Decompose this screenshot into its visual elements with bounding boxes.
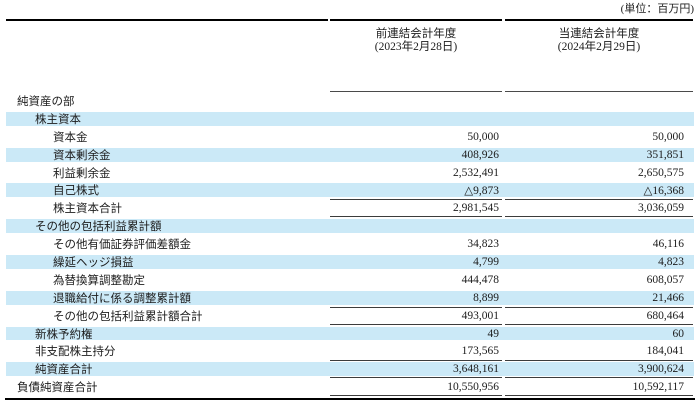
row-value-curr-period: 50,000	[652, 130, 684, 143]
row-label: 繰延ヘッジ損益	[53, 256, 134, 269]
row-label: その他有価証券評価差額金	[53, 239, 191, 252]
row-value-prev-period: 444,478	[461, 273, 499, 286]
table-row: 為替換算調整勘定 444,478 608,057	[6, 271, 694, 289]
table-header: 前連結会計年度 (2023年2月28日) 当連結会計年度 (2024年2月29日…	[6, 19, 694, 92]
table-rows-container: 純資産の部 株主資本 資本金 50,000 50,000 資本剰余金 408,9…	[6, 92, 694, 397]
row-label: 為替換算調整勘定	[53, 274, 145, 287]
row-value-prev-period: 493,001	[330, 306, 502, 325]
table-row: 退職給付に係る調整累計額 8,899 21,466	[6, 288, 694, 307]
row-value-prev-period: △9,873	[464, 185, 499, 198]
curr-period-title: 当連結会計年度	[558, 28, 640, 40]
row-value-curr-period: 21,466	[652, 291, 684, 304]
row-value-curr-period	[505, 217, 693, 235]
row-value-curr-period: 60	[672, 327, 685, 340]
row-label: 新株予約権	[35, 328, 93, 341]
table-row: 資本剰余金 408,926 351,851	[6, 145, 694, 164]
row-value-curr-period: △16,368	[643, 185, 684, 198]
row-label: その他の包括利益累計額	[35, 221, 162, 234]
row-label: 純資産の部	[17, 95, 75, 108]
row-label: 純資産合計	[35, 364, 93, 377]
row-value-prev-period: 34,823	[467, 238, 499, 251]
row-value-curr-period: 184,041	[646, 345, 684, 358]
row-value-prev-period	[330, 217, 502, 235]
row-value-prev-period: 2,981,545	[330, 199, 502, 218]
row-value-prev-period: 3,648,161	[330, 360, 502, 379]
row-value-curr-period: 3,036,059	[505, 199, 693, 218]
table-row: 純資産合計 3,648,161 3,900,624	[6, 360, 694, 379]
table-row: 非支配株主持分 173,565 184,041	[6, 342, 694, 360]
table-row: 資本金 50,000 50,000	[6, 128, 694, 146]
row-value-prev-period: 8,899	[473, 291, 499, 304]
row-value-prev-period: 4,799	[473, 255, 499, 268]
column-header-prev-period: 前連結会計年度 (2023年2月28日)	[330, 19, 502, 92]
table-row: 負債純資産合計 10,550,956 10,592,117	[6, 378, 694, 397]
row-value-curr-period: 2,650,575	[638, 166, 684, 179]
row-label: 非支配株主持分	[35, 346, 116, 359]
row-value-prev-period	[330, 110, 502, 128]
unit-label: (単位：百万円)	[620, 3, 694, 15]
table-row: その他の包括利益累計額	[6, 217, 694, 236]
net-assets-statement: (単位：百万円) 前連結会計年度 (2023年2月28日) 当連結会計年度 (2…	[5, 0, 695, 401]
row-label: 自己株式	[53, 185, 99, 198]
table-row: 利益剰余金 2,532,491 2,650,575	[6, 164, 694, 182]
row-value-curr-period	[505, 110, 693, 128]
row-label: 利益剰余金	[53, 167, 111, 180]
table-row: 純資産の部	[6, 92, 694, 110]
prev-period-date: (2023年2月28日)	[374, 41, 458, 53]
prev-period-title: 前連結会計年度	[375, 28, 457, 40]
row-value-curr-period: 4,823	[658, 255, 684, 268]
unit-band: (単位：百万円)	[6, 0, 694, 19]
row-label: 退職給付に係る調整累計額	[53, 292, 191, 305]
table-row: 株主資本	[6, 109, 694, 128]
row-label: 株主資本	[35, 113, 81, 126]
table-row: その他の包括利益累計額合計 493,001 680,464	[6, 306, 694, 325]
table-row: 自己株式 △9,873 △16,368	[6, 181, 694, 200]
row-value-curr-period: 680,464	[505, 306, 693, 325]
table-row: 新株予約権 49 60	[6, 324, 694, 343]
row-value-curr-period: 10,592,117	[505, 378, 693, 397]
curr-period-date: (2024年2月29日)	[557, 41, 641, 53]
row-value-prev-period	[330, 92, 502, 110]
row-label: 資本金	[53, 131, 88, 144]
row-value-prev-period: 10,550,956	[330, 378, 502, 397]
row-label: 株主資本合計	[53, 203, 122, 216]
row-label: その他の包括利益累計額合計	[53, 310, 203, 323]
column-header-curr-period: 当連結会計年度 (2024年2月29日)	[505, 19, 693, 92]
row-value-curr-period: 351,851	[646, 148, 684, 161]
row-value-prev-period: 2,532,491	[453, 166, 499, 179]
row-value-prev-period: 408,926	[461, 148, 499, 161]
row-value-curr-period: 46,116	[652, 238, 684, 251]
row-value-prev-period: 173,565	[461, 345, 499, 358]
row-value-prev-period: 50,000	[467, 130, 499, 143]
row-value-prev-period: 49	[487, 327, 500, 340]
row-label: 資本剰余金	[53, 149, 111, 162]
header-label-spacer	[6, 19, 328, 92]
table-bottom-border	[5, 397, 695, 401]
row-label: 負債純資産合計	[17, 382, 98, 395]
table-row: 繰延ヘッジ損益 4,799 4,823	[6, 253, 694, 271]
table-row: 株主資本合計 2,981,545 3,036,059	[6, 199, 694, 218]
row-value-curr-period	[505, 92, 693, 110]
row-value-curr-period: 608,057	[646, 273, 684, 286]
row-value-curr-period: 3,900,624	[505, 360, 693, 379]
table-row: その他有価証券評価差額金 34,823 46,116	[6, 235, 694, 253]
